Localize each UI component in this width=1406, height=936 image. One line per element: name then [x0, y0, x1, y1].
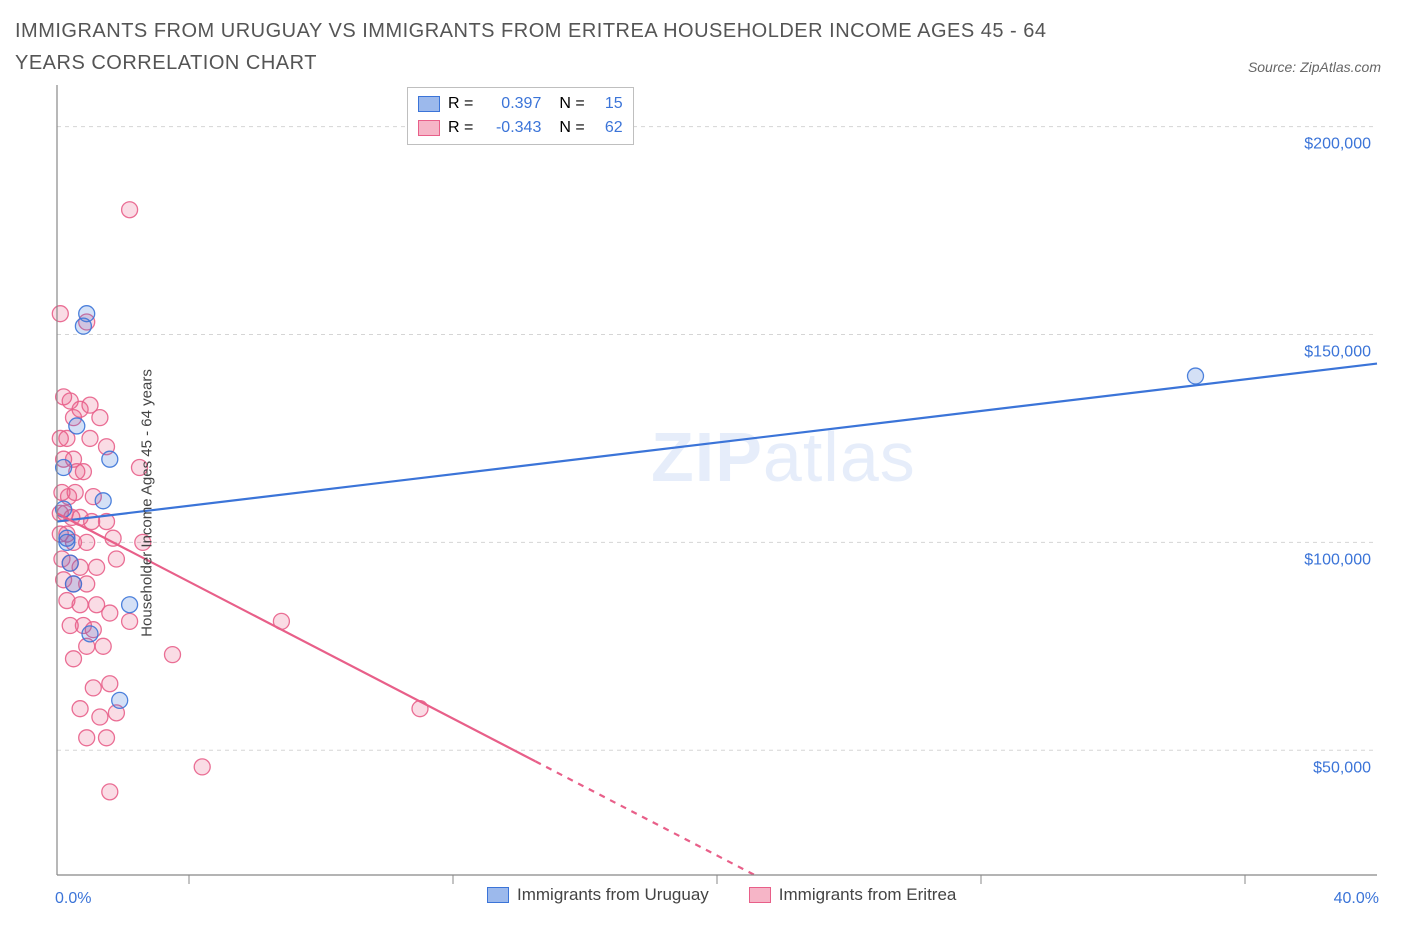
data-point: [92, 709, 108, 725]
series-legend-item: Immigrants from Eritrea: [749, 885, 957, 905]
data-point: [52, 306, 68, 322]
data-point: [82, 626, 98, 642]
y-tick-label: $150,000: [1304, 343, 1371, 360]
data-point: [85, 680, 101, 696]
data-point: [95, 493, 111, 509]
data-point: [67, 484, 83, 500]
data-point: [92, 410, 108, 426]
legend-n-value: 15: [593, 92, 623, 116]
data-point: [108, 551, 124, 567]
legend-n-value: 62: [593, 116, 623, 140]
stats-legend-row: R = 0.397 N = 15: [418, 92, 623, 116]
data-point: [102, 451, 118, 467]
data-point: [79, 730, 95, 746]
legend-swatch: [749, 887, 771, 903]
stats-legend-row: R = -0.343 N = 62: [418, 116, 623, 140]
data-point: [59, 534, 75, 550]
legend-r-value: 0.397: [481, 92, 541, 116]
series-legend: Immigrants from Uruguay Immigrants from E…: [487, 885, 956, 905]
data-point: [194, 759, 210, 775]
data-point: [102, 676, 118, 692]
data-point: [69, 418, 85, 434]
chart-title: IMMIGRANTS FROM URUGUAY VS IMMIGRANTS FR…: [15, 15, 1115, 79]
data-point: [122, 613, 138, 629]
series-name: Immigrants from Uruguay: [517, 885, 709, 905]
legend-r-label: R =: [448, 92, 473, 116]
x-tick-label: 40.0%: [1334, 890, 1379, 907]
y-tick-label: $100,000: [1304, 551, 1371, 568]
legend-n-label: N =: [559, 116, 584, 140]
legend-swatch: [418, 120, 440, 136]
data-point: [56, 460, 72, 476]
data-point: [89, 559, 105, 575]
y-tick-label: $50,000: [1313, 759, 1371, 776]
data-point: [75, 318, 91, 334]
data-point: [165, 647, 181, 663]
chart-area: Householder Income Ages 45 - 64 years $5…: [15, 85, 1391, 921]
y-tick-label: $200,000: [1304, 136, 1371, 153]
data-point: [82, 430, 98, 446]
data-point: [95, 638, 111, 654]
trend-line: [57, 513, 536, 761]
data-point: [102, 605, 118, 621]
series-legend-item: Immigrants from Uruguay: [487, 885, 709, 905]
data-point: [122, 202, 138, 218]
data-point: [66, 651, 82, 667]
legend-n-label: N =: [559, 92, 584, 116]
series-name: Immigrants from Eritrea: [779, 885, 957, 905]
source-label: Source: ZipAtlas.com: [1248, 59, 1391, 79]
data-point: [412, 701, 428, 717]
data-point: [79, 534, 95, 550]
data-point: [72, 597, 88, 613]
data-point: [62, 555, 78, 571]
trend-line-dashed: [536, 761, 755, 875]
legend-r-label: R =: [448, 116, 473, 140]
stats-legend: R = 0.397 N = 15 R = -0.343 N = 62: [407, 87, 634, 145]
data-point: [99, 730, 115, 746]
data-point: [75, 464, 91, 480]
data-point: [122, 597, 138, 613]
scatter-chart: $50,000 $100,000 $150,000 $200,000 0.0% 40.0%: [15, 85, 1381, 921]
data-point: [66, 576, 82, 592]
x-tick-label: 0.0%: [55, 890, 91, 907]
trend-line: [57, 364, 1377, 522]
y-axis-label: Householder Income Ages 45 - 64 years: [138, 369, 155, 637]
data-point: [1188, 368, 1204, 384]
legend-swatch: [487, 887, 509, 903]
legend-swatch: [418, 96, 440, 112]
legend-r-value: -0.343: [481, 116, 541, 140]
data-point: [72, 701, 88, 717]
data-point: [112, 692, 128, 708]
data-point: [102, 784, 118, 800]
